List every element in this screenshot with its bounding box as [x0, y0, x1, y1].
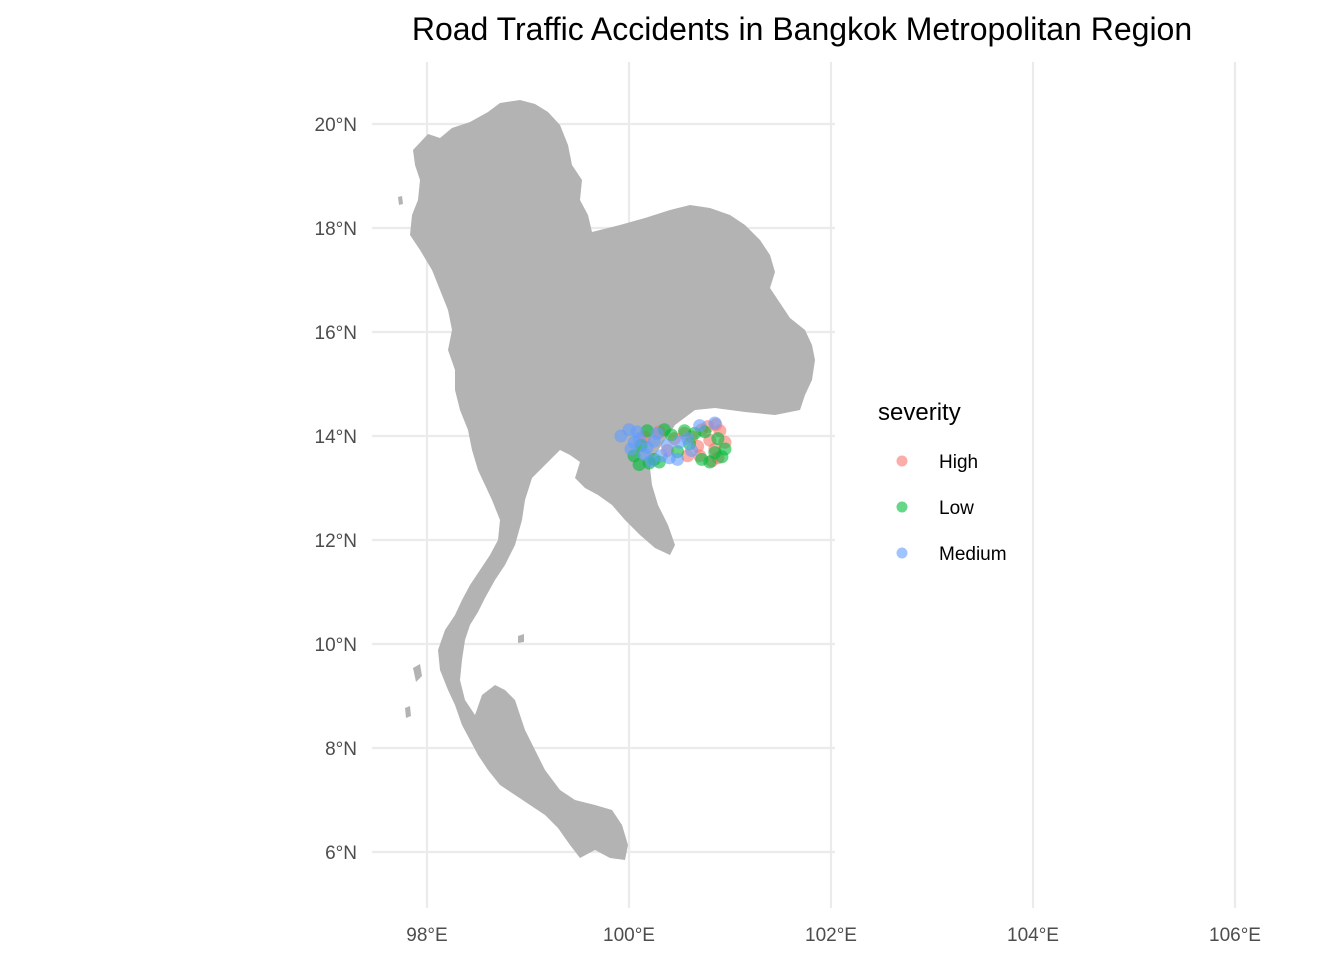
- island-shape: [413, 664, 422, 682]
- y-axis: 6°N 8°N 10°N 12°N 14°N 16°N 18°N 20°N: [315, 115, 357, 864]
- x-tick-label: 100°E: [603, 925, 655, 946]
- accident-point-medium: [660, 438, 674, 452]
- accident-point-medium: [670, 452, 684, 466]
- accident-point-low: [711, 432, 725, 446]
- island-shape: [518, 634, 524, 643]
- thailand-basemap: [398, 100, 815, 860]
- accident-point-medium: [630, 425, 644, 439]
- accident-point-low: [640, 424, 654, 438]
- x-tick-label: 104°E: [1007, 925, 1059, 946]
- chart-title: Road Traffic Accidents in Bangkok Metrop…: [412, 11, 1192, 47]
- legend: severity High Low Medium: [878, 399, 1007, 565]
- accident-point-medium: [693, 419, 707, 433]
- x-tick-label: 98°E: [406, 925, 447, 946]
- thailand-mainland-shape: [410, 100, 815, 860]
- y-tick-label: 18°N: [315, 219, 357, 240]
- y-tick-label: 16°N: [315, 323, 357, 344]
- legend-label-low: Low: [939, 498, 974, 519]
- accident-point-low: [708, 446, 722, 460]
- x-axis: 98°E 100°E 102°E 104°E 106°E: [406, 925, 1261, 946]
- legend-key-low: [896, 501, 908, 513]
- accident-point-medium: [685, 444, 699, 458]
- x-tick-label: 106°E: [1209, 925, 1261, 946]
- legend-key-medium: [896, 547, 908, 559]
- accident-point-medium: [644, 454, 658, 468]
- accident-point-medium: [624, 442, 638, 456]
- x-tick-label: 102°E: [805, 925, 857, 946]
- y-tick-label: 14°N: [315, 427, 357, 448]
- legend-title: severity: [878, 399, 961, 426]
- accident-point-medium: [708, 416, 722, 430]
- y-tick-label: 20°N: [315, 115, 357, 136]
- legend-key-high: [896, 455, 908, 467]
- y-tick-label: 8°N: [325, 739, 357, 760]
- accident-points: [614, 416, 732, 472]
- accident-point-medium: [650, 426, 664, 440]
- y-tick-label: 6°N: [325, 843, 357, 864]
- island-shape: [398, 196, 403, 205]
- legend-label-medium: Medium: [939, 544, 1007, 565]
- accident-point-medium: [681, 432, 695, 446]
- y-tick-label: 12°N: [315, 531, 357, 552]
- island-shape: [405, 706, 411, 718]
- y-tick-label: 10°N: [315, 635, 357, 656]
- legend-label-high: High: [939, 452, 978, 473]
- accident-point-low: [718, 442, 732, 456]
